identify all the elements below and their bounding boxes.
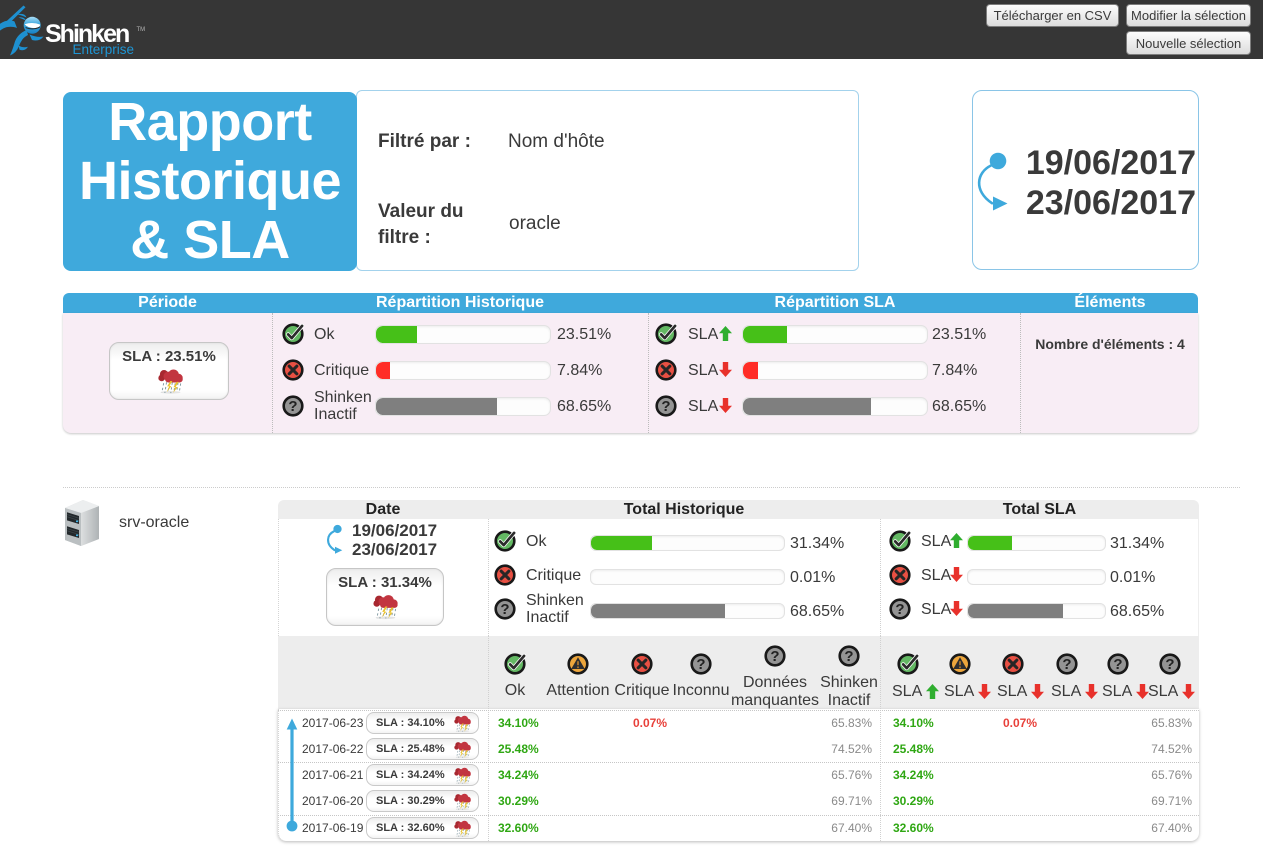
svg-text:?: ? bbox=[500, 601, 509, 618]
svg-text:?: ? bbox=[1113, 656, 1122, 673]
svg-text:TM: TM bbox=[137, 27, 146, 33]
svg-text:?: ? bbox=[1165, 656, 1174, 673]
svg-text:Enterprise: Enterprise bbox=[72, 42, 134, 57]
svg-text:?: ? bbox=[696, 656, 705, 673]
svg-text:Shinken: Shinken bbox=[45, 20, 129, 48]
svg-text:?: ? bbox=[895, 601, 904, 618]
svg-text:?: ? bbox=[770, 648, 779, 665]
svg-text:?: ? bbox=[288, 398, 297, 415]
svg-text:?: ? bbox=[1062, 656, 1071, 673]
svg-text:?: ? bbox=[844, 648, 853, 665]
svg-text:?: ? bbox=[661, 398, 670, 415]
